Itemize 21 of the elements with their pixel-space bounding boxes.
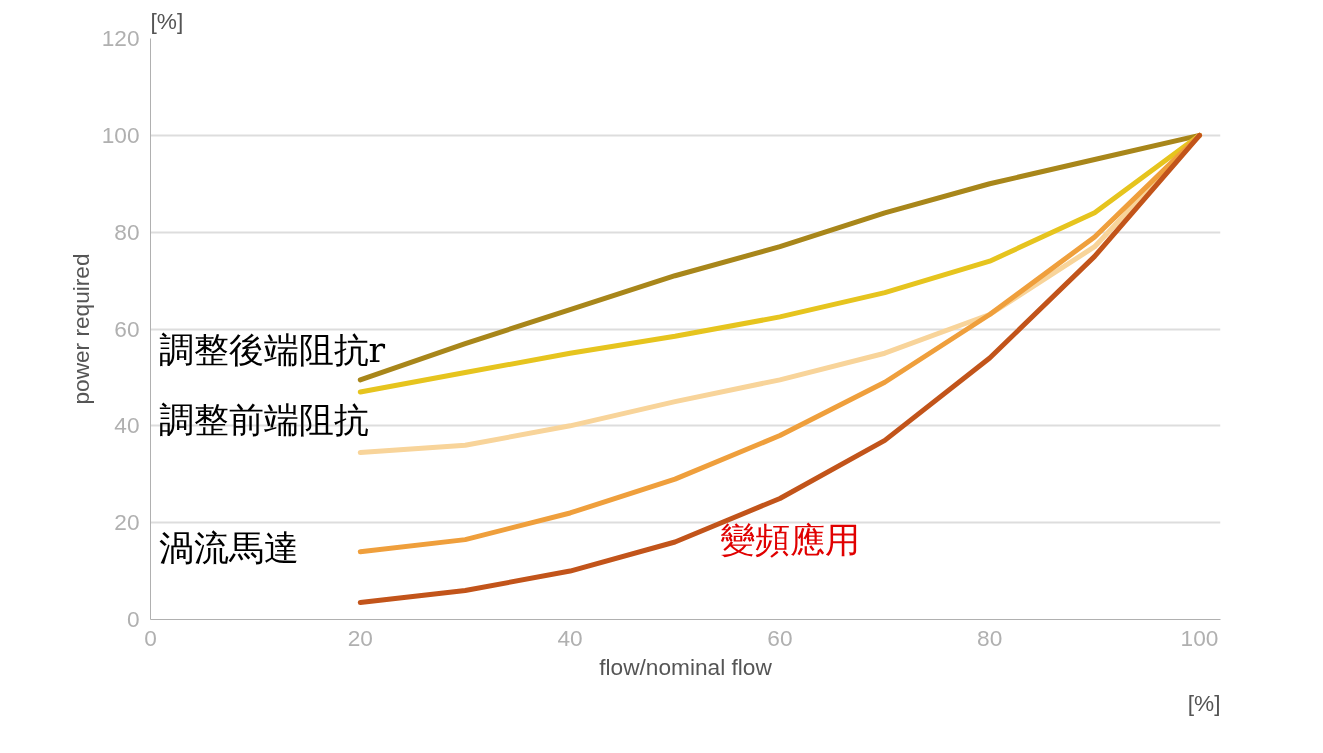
y-tick-label: 80: [114, 218, 140, 245]
x-tick-label: 0: [144, 624, 157, 651]
series-label: 渦流馬達: [158, 527, 299, 568]
series-label: 調整後端阻抗r: [158, 329, 386, 370]
x-tick-label: 20: [347, 624, 373, 651]
y-tick-label: 0: [126, 606, 140, 632]
x-axis-title: flow/nominal flow: [599, 653, 773, 680]
x-tick-label: 40: [557, 624, 583, 651]
y-axis-title: power required: [67, 253, 94, 405]
x-tick-label: 80: [977, 624, 1003, 651]
text: [%]: [1187, 689, 1221, 716]
x-tick-label: 100: [1180, 624, 1219, 651]
series-label: 變頻應用: [719, 520, 860, 561]
text: [%]: [150, 7, 184, 34]
y-tick-label: 120: [101, 25, 140, 51]
series-label: 調整前端阻抗: [158, 399, 369, 440]
x-tick-label: 60: [767, 624, 793, 651]
y-tick-label: 100: [101, 121, 140, 148]
y-tick-label: 20: [114, 509, 140, 536]
y-tick-label: 60: [114, 315, 140, 342]
y-tick-label: 40: [114, 412, 140, 439]
